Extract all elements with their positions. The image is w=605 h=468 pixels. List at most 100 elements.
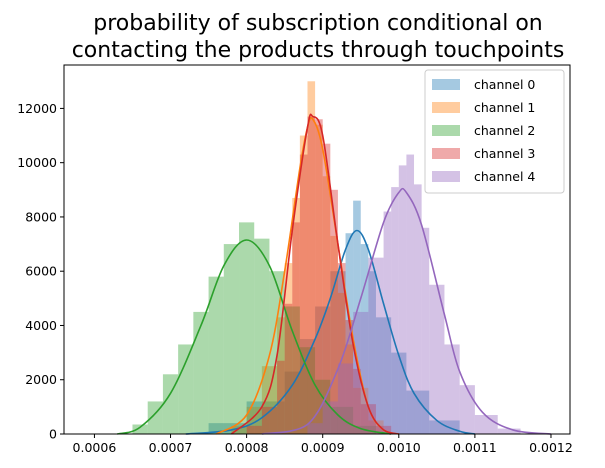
bar-channel-3-10 — [337, 263, 346, 434]
bar-channel-1-3 — [277, 317, 285, 434]
x-tick-label-5: 0.0011 — [453, 440, 497, 455]
x-tick-label-4: 0.0010 — [377, 440, 421, 455]
bar-channel-1-9 — [322, 176, 331, 434]
kde-curve-channel-4 — [261, 187, 552, 435]
bar-channel-0-13 — [429, 420, 460, 434]
legend-label-1: channel 1 — [474, 100, 535, 115]
y-tick-label-5: 10000 — [17, 155, 57, 170]
bar-channel-4-4 — [368, 257, 384, 434]
bar-channel-3-2 — [277, 360, 285, 434]
bar-channel-1-1 — [246, 406, 262, 434]
bar-channel-0-11 — [391, 352, 407, 434]
x-tick-label-6: 0.0012 — [529, 440, 573, 455]
y-tick-label-1: 2000 — [25, 372, 57, 387]
bar-channel-3-7 — [315, 119, 323, 434]
bar-channel-2-11 — [299, 347, 316, 434]
bar-channel-2-10 — [284, 306, 300, 434]
legend: channel 0 channel 1 channel 2 channel 3 chan… — [424, 69, 565, 194]
bar-channel-1-7 — [307, 81, 316, 434]
y-tick-label-2: 4000 — [25, 318, 57, 333]
bar-channel-0-2 — [284, 371, 300, 434]
bar-channel-2-7 — [239, 222, 255, 434]
bar-channel-4-5 — [383, 211, 392, 434]
bar-channel-4-8 — [406, 154, 415, 435]
bar-channel-4-3 — [353, 311, 369, 434]
bar-channel-1-4 — [284, 263, 293, 434]
bar-channel-3-1 — [261, 406, 278, 434]
bar-channel-2-8 — [254, 238, 270, 434]
y-tick-label-4: 8000 — [25, 209, 57, 224]
bar-channel-2-2 — [162, 374, 179, 434]
bar-channel-0-9 — [368, 271, 376, 434]
bar-channel-1-0 — [231, 425, 247, 434]
chart-title-line-2: contacting the products through touchpoi… — [72, 38, 565, 63]
chart-title-line-1: probability of subscription conditional … — [93, 11, 542, 36]
bar-channel-1-10 — [330, 235, 338, 434]
bar-channel-4-10 — [421, 227, 430, 434]
bar-channel-4-13 — [459, 385, 475, 434]
bar-channel-0-8 — [360, 244, 369, 434]
bar-channel-3-8 — [322, 143, 331, 434]
kde-curve-channel-3 — [230, 113, 400, 435]
bar-channel-3-12 — [353, 368, 361, 434]
bar-channel-4-2 — [337, 363, 354, 434]
bar-channel-0-10 — [375, 317, 392, 434]
x-tick-label-1: 0.0007 — [149, 440, 193, 455]
legend-swatch-3 — [432, 148, 460, 159]
bar-channel-4-0 — [307, 423, 323, 434]
bar-channel-1-8 — [315, 124, 323, 435]
legend-label-3: channel 3 — [474, 146, 535, 161]
bar-channel-3-3 — [284, 303, 293, 434]
bar-channel-1-6 — [299, 135, 308, 434]
bar-channel-0-5 — [330, 271, 346, 434]
bar-channel-2-12 — [315, 379, 331, 434]
legend-swatch-0 — [432, 79, 460, 90]
bar-channel-2-6 — [223, 244, 240, 434]
x-tick-label-3: 0.0009 — [301, 440, 345, 455]
legend-label-2: channel 2 — [474, 123, 535, 138]
y-axis: 0 2000 4000 6000 8000 10000 12000 — [17, 101, 64, 442]
bar-channel-2-3 — [178, 344, 194, 434]
bar-channel-3-0 — [246, 425, 262, 434]
y-tick-label-6: 12000 — [17, 101, 57, 116]
bar-channel-2-4 — [193, 311, 209, 434]
bar-channel-4-1 — [322, 401, 338, 434]
bar-channel-3-9 — [330, 189, 338, 434]
bar-channel-3-11 — [345, 320, 354, 434]
bar-channel-4-7 — [398, 165, 407, 434]
bar-channel-1-13 — [353, 387, 369, 434]
bar-channel-4-14 — [474, 415, 498, 434]
bar-channel-3-4 — [292, 222, 300, 434]
x-tick-label-2: 0.0008 — [225, 440, 269, 455]
kde-curve-channel-0 — [185, 229, 476, 435]
bar-channel-4-6 — [391, 187, 399, 434]
bar-channel-1-5 — [292, 197, 300, 434]
bar-channel-1-11 — [337, 292, 346, 434]
legend-frame — [424, 69, 565, 194]
bar-channel-2-5 — [208, 276, 224, 434]
bar-channel-4-9 — [414, 184, 422, 434]
kde-curve-channel-2 — [117, 239, 392, 435]
legend-swatch-2 — [432, 125, 460, 136]
bar-channel-4-12 — [444, 344, 460, 434]
x-axis: 0.0006 0.0007 0.0008 0.0009 0.0010 0.0011 0.00… — [73, 434, 573, 455]
bar-channel-0-12 — [406, 390, 430, 434]
bar-channel-2-0 — [132, 424, 148, 434]
plot-frame — [63, 64, 571, 435]
bar-channel-1-2 — [261, 366, 278, 434]
legend-label-0: channel 0 — [474, 77, 535, 92]
bar-channel-4-15 — [497, 428, 521, 434]
bar-channel-3-5 — [299, 154, 308, 435]
bar-channel-1-12 — [345, 344, 354, 434]
y-tick-label-3: 6000 — [25, 264, 57, 279]
bar-channel-3-6 — [307, 116, 316, 435]
kde-curves — [117, 113, 552, 435]
y-tick-label-0: 0 — [49, 427, 57, 442]
legend-label-4: channel 4 — [474, 169, 535, 184]
bar-channel-0-7 — [353, 200, 361, 434]
bar-channel-4-11 — [429, 284, 445, 434]
legend-swatch-4 — [432, 171, 460, 182]
bar-channel-3-13 — [360, 404, 376, 434]
legend-swatch-1 — [432, 102, 460, 113]
